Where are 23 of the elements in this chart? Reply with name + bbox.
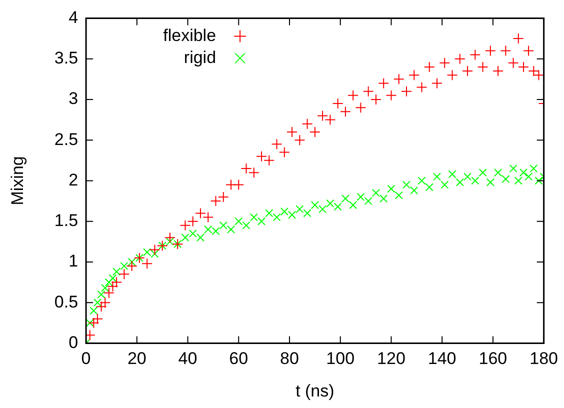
y-tick-label: 2.5 [54,130,78,149]
x-tick-label: 180 [530,349,558,368]
x-tick-label: 0 [81,349,91,368]
x-tick-label: 140 [428,349,456,368]
y-tick-label: 0.5 [54,292,78,312]
x-tick-label: 80 [280,349,299,368]
legend-label: rigid [184,48,216,67]
y-tick-label: 1.5 [54,211,78,230]
x-tick-label: 100 [326,349,355,368]
x-axis-title: t (ns) [296,381,334,400]
y-tick-label: 1 [68,252,78,271]
y-tick-label: 4 [68,8,78,27]
x-tick-label: 20 [127,349,146,368]
y-tick-label: 2 [68,170,78,190]
x-tick-label: 40 [178,349,198,368]
y-tick-label: 3 [68,89,78,108]
x-tick-label: 60 [229,349,248,368]
y-tick-label: 0 [68,332,78,352]
x-tick-label: 120 [377,349,406,368]
x-tick-label: 160 [478,349,508,368]
legend-label: flexible [163,26,216,45]
y-axis-title: Mixing [8,156,27,206]
y-tick-label: 3.5 [54,48,78,68]
